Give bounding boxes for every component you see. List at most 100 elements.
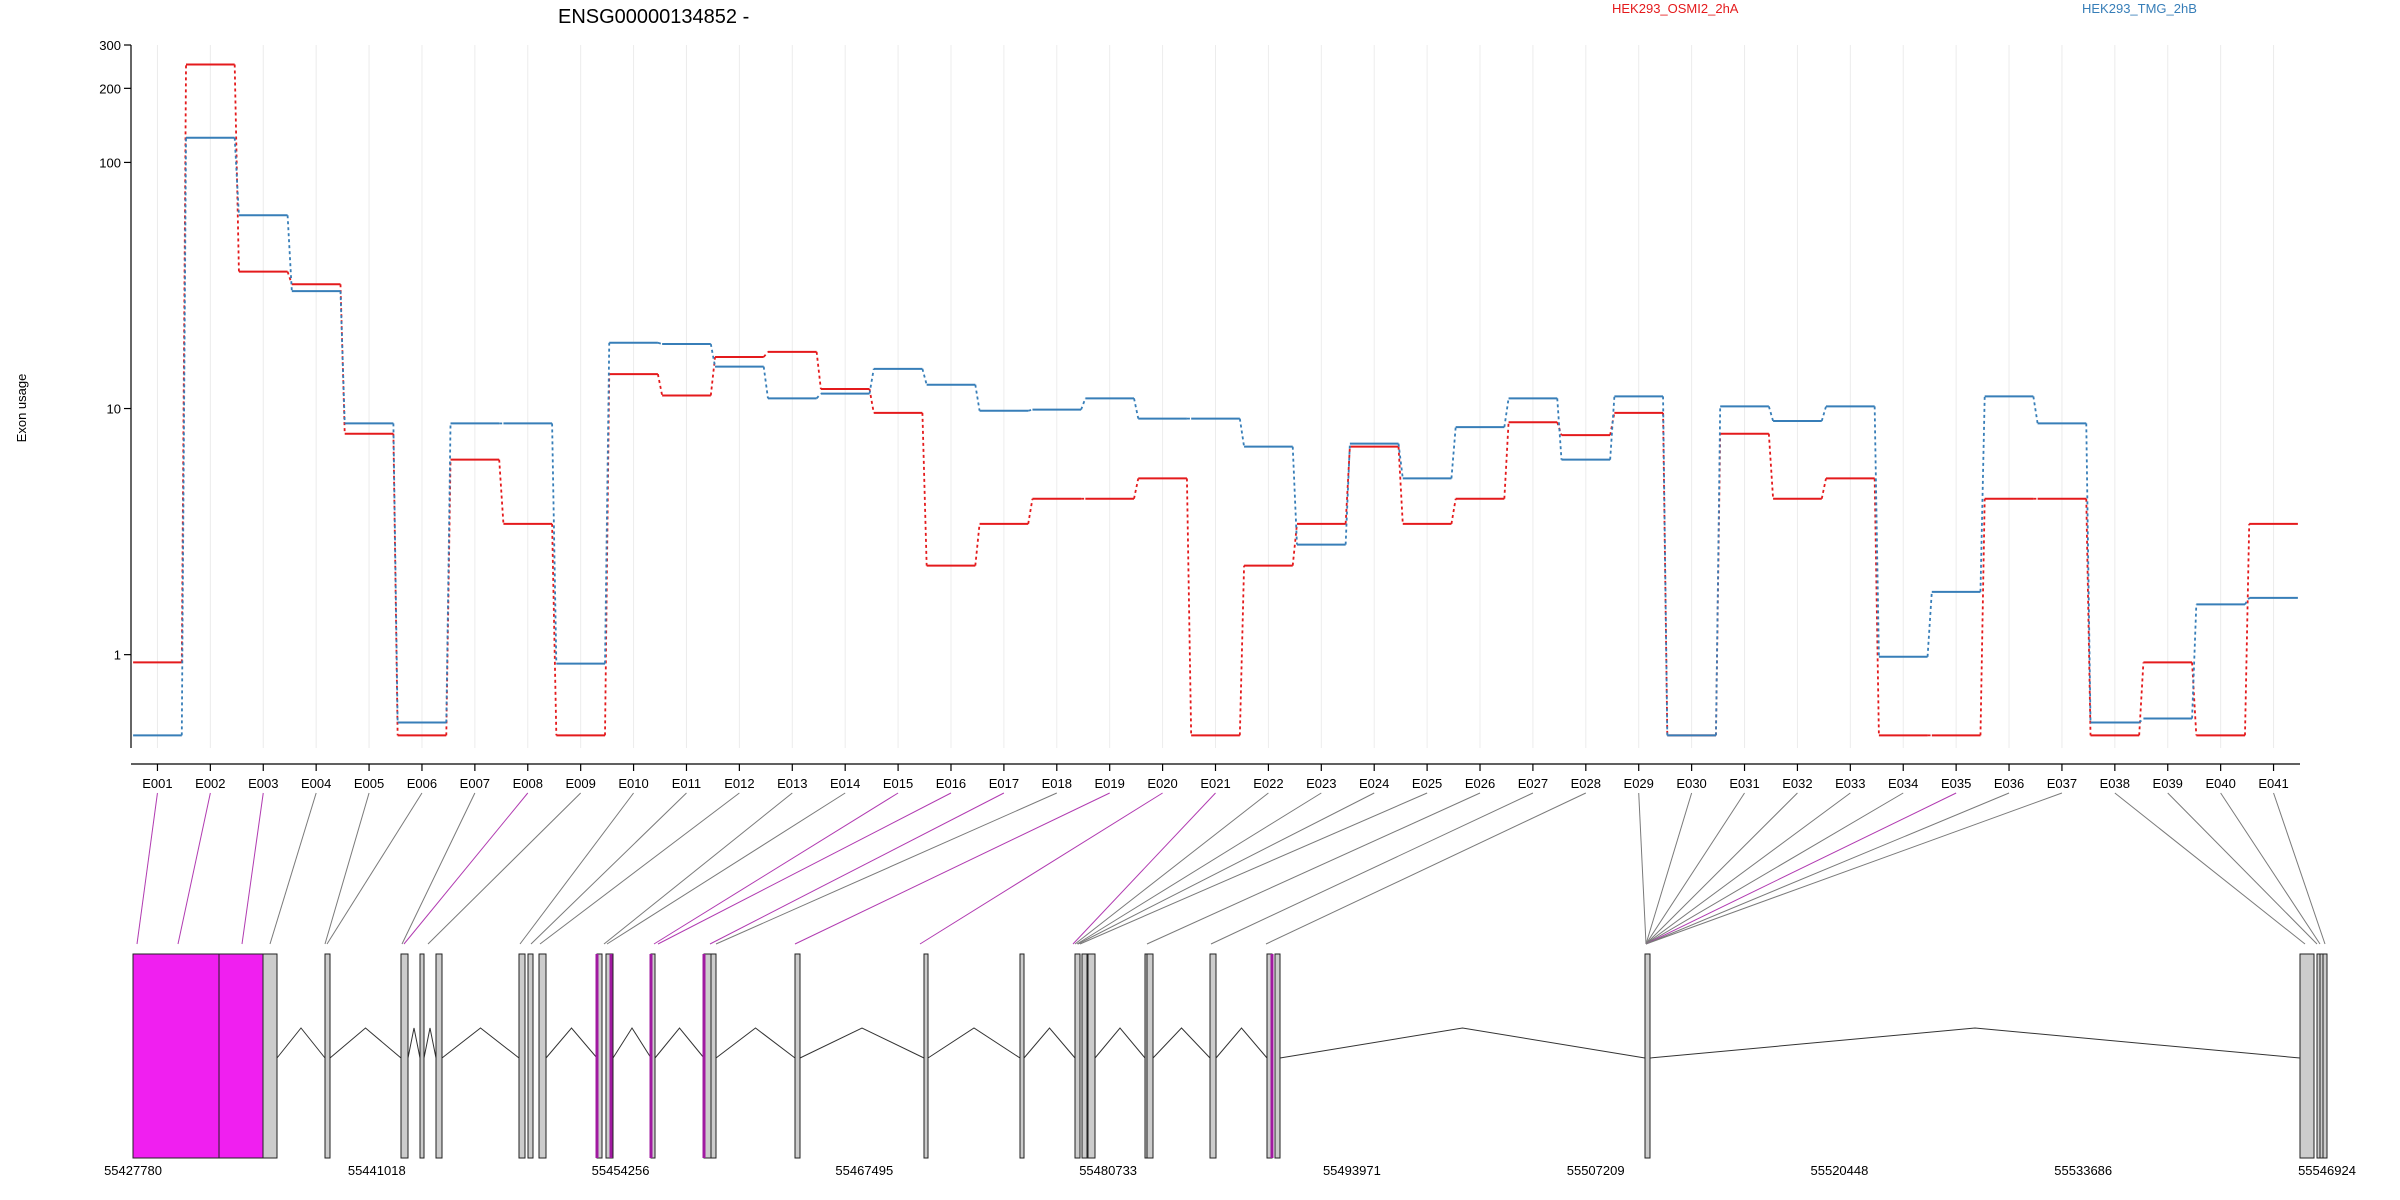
x-tick-label: E006	[407, 776, 437, 791]
intron	[1215, 1027, 1268, 1059]
intron	[1279, 1027, 1646, 1059]
y-axis: 1 10 100 200 300	[99, 38, 132, 748]
exon-usage-connector	[1397, 446, 1404, 524]
exon-usage-connector	[1291, 523, 1298, 566]
intron	[1649, 1027, 2301, 1059]
series-2	[133, 136, 2298, 737]
exon-block	[419, 953, 425, 1159]
exon-connector	[2220, 792, 2321, 945]
y-tick-label: 10	[107, 402, 121, 417]
chart-title: ENSG00000134852 -	[558, 6, 749, 28]
x-axis: E001 E002 E003 E004 E005 E006 E007 E008 E009 E010…	[131, 763, 2300, 791]
x-tick-label: E001	[142, 776, 172, 791]
exon-usage-connector	[974, 384, 981, 411]
exon-usage-connector	[1133, 478, 1140, 499]
exon-connector	[519, 792, 634, 945]
x-tick-label: E028	[1571, 776, 1601, 791]
y-tick-label: 200	[99, 81, 121, 96]
exon-usage-connector	[1027, 498, 1034, 524]
x-tick-label: E021	[1200, 776, 1230, 791]
intron	[407, 1027, 421, 1059]
intron	[329, 1027, 402, 1059]
exon-block	[1209, 953, 1217, 1159]
exon-usage-connector	[1820, 406, 1827, 422]
y-tick-label: 100	[99, 155, 121, 170]
exon-usage-connector	[1186, 478, 1193, 736]
exon-connector-lines	[136, 792, 2326, 945]
exon-usage-connector	[1080, 398, 1087, 410]
exon-usage-connector	[974, 523, 981, 566]
exon-connector	[1645, 792, 1693, 945]
genomic-tick-label: 55493971	[1323, 1163, 1381, 1178]
exon-usage-connector	[604, 342, 611, 664]
exon-block	[1274, 953, 1281, 1159]
exon-usage-connector	[2085, 423, 2092, 723]
exon-usage-connector	[2191, 604, 2198, 719]
exon-usage-connector	[1503, 422, 1510, 499]
exon-connector	[2273, 792, 2326, 945]
exon-connector	[1074, 792, 1269, 945]
exon-usage-connector	[551, 423, 558, 664]
series-lines	[133, 63, 2298, 737]
x-tick-label: E025	[1412, 776, 1442, 791]
x-tick-label: E027	[1518, 776, 1548, 791]
intron	[1152, 1027, 1211, 1059]
exon-usage-connector	[1503, 398, 1510, 428]
x-tick-label: E031	[1729, 776, 1759, 791]
exon-block	[324, 953, 331, 1159]
exon-usage-connector	[657, 341, 663, 345]
exon-usage-connector	[2138, 717, 2145, 724]
exon-usage-connector	[1979, 498, 1986, 736]
x-tick-label: E003	[248, 776, 278, 791]
intron	[441, 1027, 520, 1059]
genomic-tick-label: 55467495	[835, 1163, 893, 1178]
legend-series-2: HEK293_TMG_2hB	[2082, 1, 2197, 16]
x-tick-label: E039	[2153, 776, 2183, 791]
exon-usage-connector	[762, 366, 769, 399]
x-tick-label: E033	[1835, 776, 1865, 791]
exon-block	[1081, 953, 1088, 1159]
exon-usage-connector	[1344, 446, 1351, 524]
x-tick-label: E010	[618, 776, 648, 791]
exon-usage-connector	[868, 388, 875, 414]
intron	[715, 1027, 796, 1059]
exon-block	[527, 953, 534, 1159]
x-tick-label: E002	[195, 776, 225, 791]
exon-usage-connector	[180, 137, 187, 736]
exon-connector	[539, 792, 740, 945]
x-tick-label: E026	[1465, 776, 1495, 791]
exon-block	[1019, 953, 1025, 1159]
exon-usage-connector	[709, 343, 716, 367]
exon-usage-connector	[233, 137, 240, 216]
x-tick-label: E034	[1888, 776, 1918, 791]
exon-usage-connector	[1238, 565, 1245, 736]
intron	[423, 1027, 437, 1059]
exon-usage-connector	[392, 423, 399, 723]
exon-connector	[1645, 792, 2063, 945]
y-tick-label: 300	[99, 38, 121, 53]
exon-connector	[1210, 792, 1534, 945]
exon-usage-connector	[1926, 591, 1933, 657]
exon-usage-connector	[1715, 406, 1722, 736]
vertical-gridlines	[156, 45, 2275, 748]
exon-usage-connector	[1238, 418, 1245, 447]
intron	[1094, 1027, 1146, 1059]
exon-connector	[1645, 792, 1851, 945]
exon-connector	[1077, 792, 1375, 945]
x-tick-label: E012	[724, 776, 754, 791]
exon-connector	[1645, 792, 1957, 945]
x-tick-label: E013	[777, 776, 807, 791]
exon-connector	[177, 792, 211, 945]
exon-connector	[1079, 792, 1428, 945]
genomic-tick-label: 55520448	[1811, 1163, 1869, 1178]
exon-connector	[1146, 792, 1481, 945]
exon-usage-connector	[1291, 446, 1298, 545]
x-tick-label: E029	[1624, 776, 1654, 791]
exon-block	[1644, 953, 1651, 1159]
exon-block	[435, 953, 443, 1159]
exon-usage-connector	[286, 271, 293, 285]
exon-block	[2322, 953, 2328, 1159]
intron	[1023, 1027, 1076, 1059]
exon-usage-connector	[1133, 398, 1140, 419]
intron	[276, 1027, 326, 1059]
